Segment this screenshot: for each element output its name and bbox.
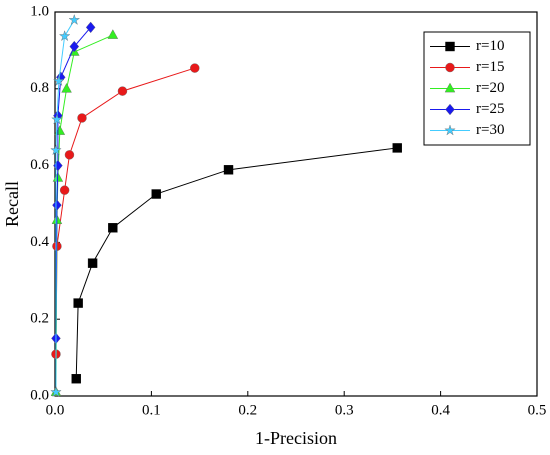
- marker: [68, 14, 81, 25]
- y-axis-label: Recall: [2, 181, 22, 227]
- marker: [445, 62, 455, 73]
- y-tick-label: 0.6: [30, 157, 49, 173]
- marker: [64, 150, 75, 160]
- x-tick-label: 0.1: [142, 402, 161, 418]
- marker: [50, 144, 62, 156]
- marker: [117, 86, 128, 96]
- marker: [77, 113, 87, 123]
- x-tick-label: 0.2: [238, 402, 257, 418]
- x-tick-label: 0.5: [528, 402, 547, 418]
- marker: [445, 103, 455, 116]
- y-tick-label: 0.4: [30, 234, 49, 250]
- x-axis-label: 1-Precision: [255, 428, 337, 448]
- marker: [107, 29, 119, 39]
- series-line: [75, 147, 398, 379]
- series-line: [55, 19, 75, 393]
- y-tick-label: 0.2: [30, 311, 49, 327]
- marker: [52, 199, 62, 211]
- marker: [85, 21, 96, 34]
- series-line: [55, 67, 195, 355]
- legend-label: r=30: [476, 122, 504, 138]
- legend-label: r=25: [476, 101, 504, 117]
- x-tick-label: 0.3: [335, 402, 354, 418]
- legend-label: r=15: [476, 59, 504, 75]
- x-tick-label: 0.4: [431, 402, 450, 418]
- marker: [151, 189, 161, 199]
- marker: [223, 165, 234, 175]
- marker: [445, 41, 455, 52]
- marker: [87, 258, 98, 268]
- marker: [71, 374, 81, 384]
- y-tick-label: 1.0: [30, 3, 49, 19]
- marker: [392, 143, 402, 153]
- legend-label: r=10: [476, 38, 504, 54]
- marker: [50, 386, 62, 398]
- y-tick-label: 0.0: [30, 387, 49, 403]
- x-tick-label: 0.0: [46, 402, 65, 418]
- legend-label: r=20: [476, 80, 504, 96]
- marker: [190, 63, 200, 73]
- marker: [59, 185, 70, 195]
- marker: [54, 125, 66, 135]
- marker: [61, 82, 72, 93]
- marker: [69, 40, 80, 53]
- marker: [51, 113, 63, 125]
- marker: [108, 223, 118, 233]
- y-tick-label: 0.8: [30, 80, 49, 96]
- marker: [444, 82, 456, 93]
- marker: [58, 30, 71, 42]
- marker: [53, 75, 65, 87]
- marker: [444, 124, 456, 136]
- marker: [73, 298, 83, 308]
